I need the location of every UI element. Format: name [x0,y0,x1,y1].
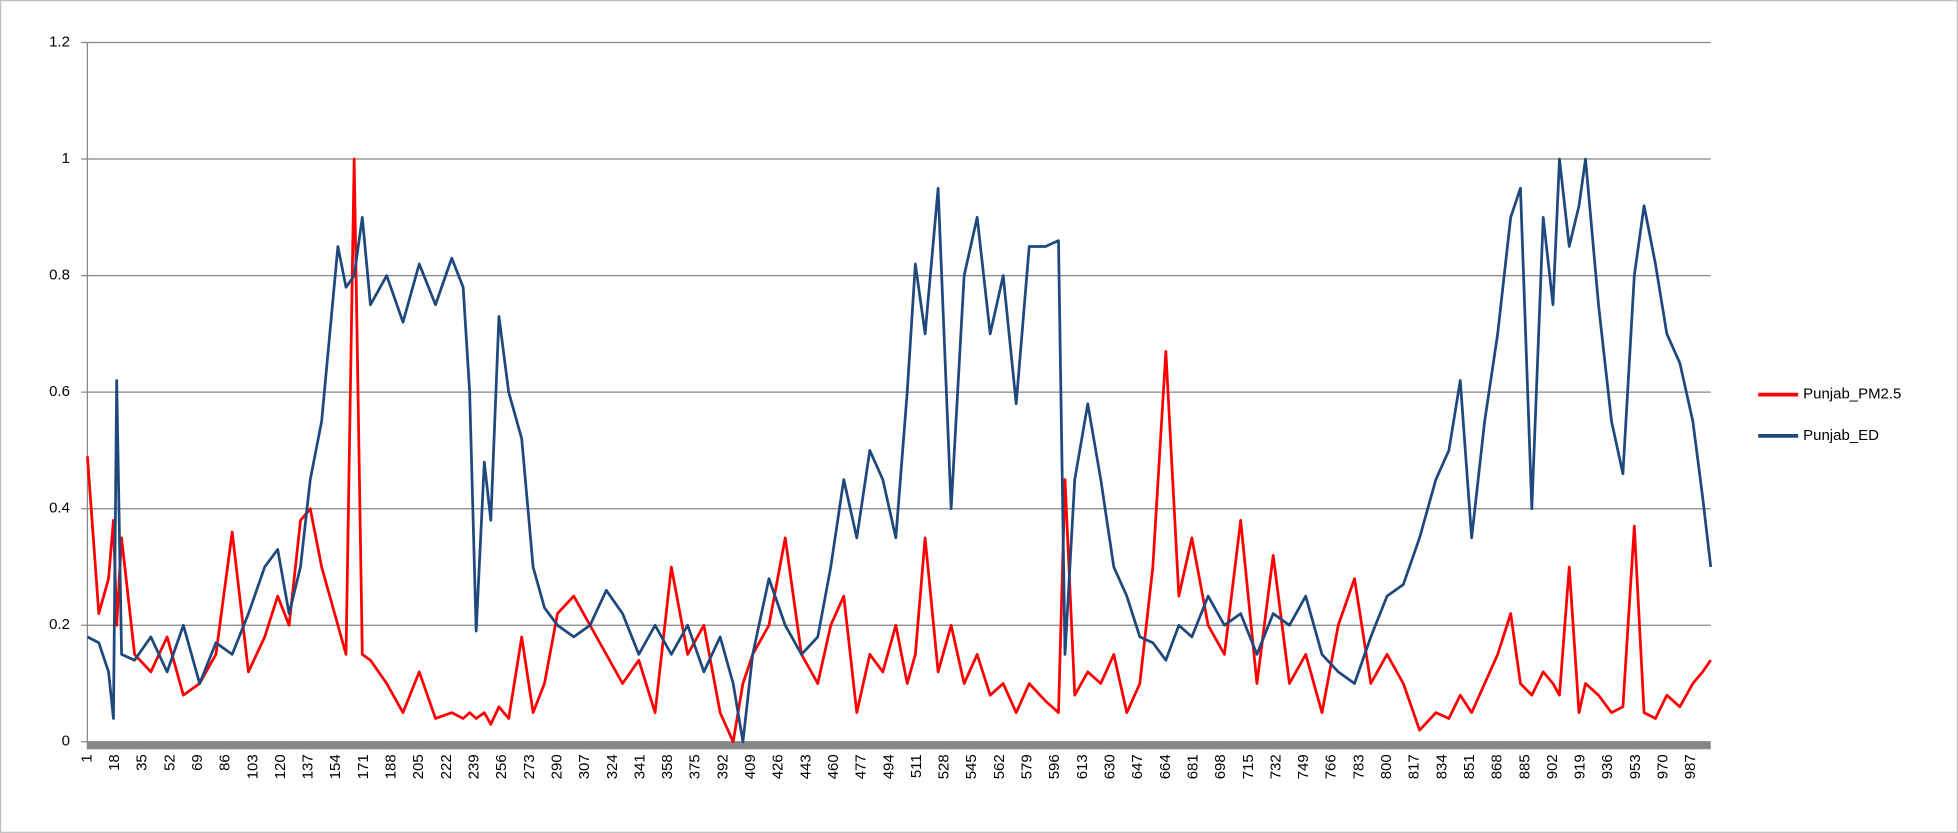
x-tick-label: 936 [1599,754,1616,779]
x-tick-label: 426 [770,754,787,779]
x-tick-label: 69 [189,754,206,771]
x-tick-label: 970 [1655,754,1672,779]
legend-label: Punjab_ED [1803,427,1879,444]
x-tick-label: 443 [797,754,814,779]
x-tick-label: 885 [1516,754,1533,779]
x-tick-label: 205 [410,754,427,779]
x-tick-label: 358 [659,754,676,779]
x-tick-label: 273 [521,754,538,779]
y-tick-label: 0.8 [49,267,70,284]
x-axis [87,741,1711,750]
y-tick-label: 0 [62,733,70,750]
x-tick-label: 120 [272,754,289,779]
x-tick-label: 953 [1627,754,1644,779]
x-tick-label: 545 [963,754,980,779]
x-tick-label: 868 [1489,754,1506,779]
x-tick-label: 630 [1101,754,1118,779]
x-tick-label: 290 [548,754,565,779]
x-tick-label: 817 [1406,754,1423,779]
x-tick-label: 1 [78,754,95,762]
x-tick-label: 52 [161,754,178,771]
x-tick-label: 375 [687,754,704,779]
x-tick-label: 86 [217,754,234,771]
x-tick-label: 307 [576,754,593,779]
x-tick-label: 392 [714,754,731,779]
legend-label: Punjab_PM2.5 [1803,386,1901,403]
x-tick-label: 409 [742,754,759,779]
x-tick-label: 664 [1157,754,1174,779]
x-tick-label: 222 [438,754,455,779]
x-tick-label: 477 [853,754,870,779]
y-tick-label: 0.4 [49,500,70,517]
x-tick-label: 35 [134,754,151,771]
x-tick-label: 834 [1433,754,1450,779]
x-tick-label: 647 [1129,754,1146,779]
x-tick-label: 851 [1461,754,1478,779]
x-tick-label: 596 [1046,754,1063,779]
y-tick-label: 0.6 [49,383,70,400]
x-tick-label: 171 [355,754,372,779]
x-tick-label: 511 [908,754,925,778]
y-tick-label: 1.2 [49,33,70,50]
x-tick-label: 324 [604,754,621,779]
x-tick-label: 919 [1572,754,1589,779]
x-tick-label: 698 [1212,754,1229,779]
x-tick-label: 494 [880,754,897,779]
x-tick-label: 18 [106,754,123,771]
x-tick-label: 681 [1184,754,1201,779]
x-tick-label: 239 [465,754,482,779]
x-tick-label: 749 [1295,754,1312,779]
x-tick-label: 766 [1323,754,1340,779]
x-tick-label: 715 [1240,754,1257,779]
x-tick-label: 987 [1682,754,1699,779]
x-tick-label: 800 [1378,754,1395,779]
x-tick-label: 103 [244,754,261,779]
x-tick-label: 732 [1267,754,1284,779]
x-tick-label: 137 [300,754,317,779]
y-tick-label: 0.2 [49,616,70,633]
data-line [86,157,1712,744]
x-tick-label: 460 [825,754,842,779]
data-line [86,157,1713,744]
y-tick-label: 1 [62,150,70,167]
x-tick-label: 188 [383,754,400,779]
x-tick-label: 528 [936,754,953,779]
x-tick-label: 256 [493,754,510,779]
x-tick-label: 341 [631,754,648,779]
x-tick-label: 902 [1544,754,1561,779]
x-tick-label: 579 [1019,754,1036,779]
x-tick-label: 154 [327,754,344,779]
x-tick-label: 562 [991,754,1008,779]
x-tick-label: 613 [1074,754,1091,779]
x-tick-label: 783 [1350,754,1367,779]
